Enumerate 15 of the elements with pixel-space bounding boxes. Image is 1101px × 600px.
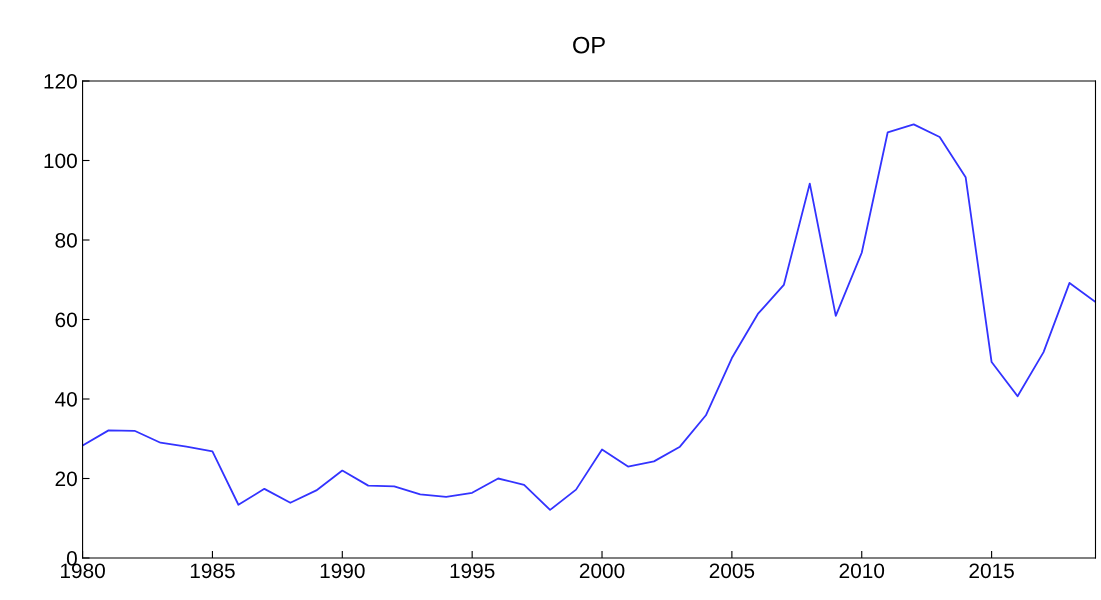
y-tick-label: 80 [55,233,77,248]
x-tick-label: 1990 [320,563,365,579]
y-tick-label: 60 [55,312,77,328]
x-tick-label: 1985 [190,563,235,579]
y-tick-label: 120 [44,74,77,89]
line-series [82,123,1096,511]
x-tick-label: 2005 [709,563,755,579]
y-tick-label: 100 [44,153,77,169]
y-tick-label: 40 [55,392,77,407]
y-tick-label: 20 [55,471,77,487]
x-tick-label: 2010 [839,563,885,579]
chart-title: OP [573,36,605,54]
x-tick-label: 2015 [969,563,1014,579]
x-tick-label: 1995 [450,563,495,579]
x-tick-label: 2000 [579,563,625,579]
